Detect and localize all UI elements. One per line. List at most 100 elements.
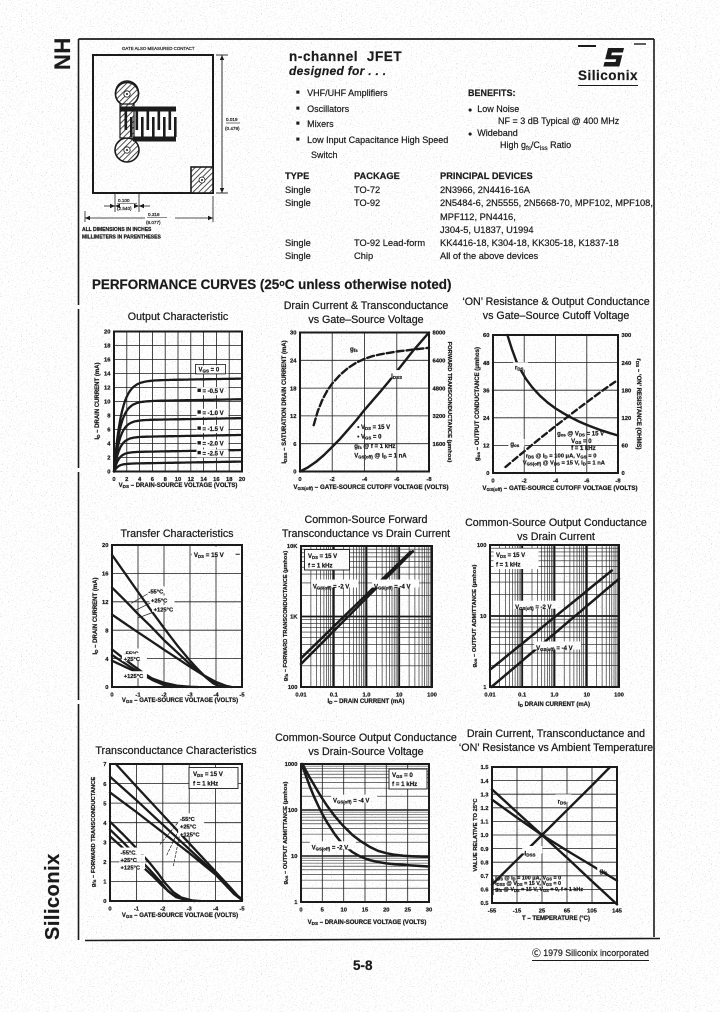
svg-text:10: 10 (480, 614, 486, 620)
svg-text:VGS(off) – GATE-SOURCE CUTOFF: VGS(off) – GATE-SOURCE CUTOFF VOLTAGE (V… (482, 485, 637, 492)
svg-text:VDS = 15 V: VDS = 15 V (308, 554, 337, 560)
svg-text:gfs: gfs (600, 868, 608, 875)
svg-text:0.1: 0.1 (518, 693, 527, 699)
svg-text:60: 60 (622, 444, 628, 450)
svg-text:1.2: 1.2 (480, 806, 488, 812)
svg-text:18: 18 (104, 344, 111, 350)
svg-text:IDSS: IDSS (525, 850, 536, 857)
svg-text:48: 48 (483, 361, 490, 367)
svg-text:20: 20 (383, 908, 389, 914)
svg-text:Drain Current, Transconductanc: Drain Current, Transconductance and (467, 728, 645, 740)
svg-text:0: 0 (298, 477, 301, 483)
svg-text:VGS – GATE-SOURCE VOLTAGE (VOL: VGS – GATE-SOURCE VOLTAGE (VOLTS) (122, 698, 238, 704)
svg-text:VDS – DRAIN-SOURCE VOLTAGE (VO: VDS – DRAIN-SOURCE VOLTAGE (VOLTS) (308, 920, 427, 926)
svg-text:IDSS – SATURATION DRAIN CURREN: IDSS – SATURATION DRAIN CURRENT (mA) (282, 340, 288, 463)
svg-text:0: 0 (107, 470, 110, 476)
svg-text:-3: -3 (187, 907, 193, 913)
svg-text:Common-Source Forward: Common-Source Forward (305, 514, 428, 526)
svg-text:36: 36 (483, 388, 490, 394)
svg-text:8: 8 (107, 414, 111, 420)
svg-text:0: 0 (108, 907, 111, 913)
svg-text:VGS(off) = -4 V: VGS(off) = -4 V (374, 584, 410, 590)
svg-text:10K: 10K (287, 544, 298, 550)
svg-text:-15: -15 (513, 909, 522, 915)
svg-text:-8: -8 (426, 477, 432, 483)
svg-text:f = 1 kHz: f = 1 kHz (571, 446, 596, 452)
svg-text:145: 145 (612, 909, 622, 915)
svg-text:ID – DRAIN CURRENT (mA): ID – DRAIN CURRENT (mA) (93, 577, 99, 654)
svg-text:+25°C: +25°C (124, 657, 141, 663)
svg-text:8000: 8000 (433, 331, 446, 337)
svg-text:VGS(off) @ VDS = 15 V, ID = 1: VGS(off) @ VDS = 15 V, ID = 1 nA (523, 461, 606, 467)
svg-text:0: 0 (110, 693, 113, 699)
svg-text:-2: -2 (330, 477, 335, 483)
svg-text:(8.077): (8.077) (146, 220, 161, 225)
svg-text:24: 24 (483, 416, 490, 422)
svg-text:= -0.5 V: = -0.5 V (202, 389, 223, 395)
svg-text:rDS @ ID = 100 μA, VGS = 0: rDS @ ID = 100 μA, VGS = 0 (526, 453, 597, 459)
svg-text:gfs – FORWARD TRANSCONDUCTANCE: gfs – FORWARD TRANSCONDUCTANCE (91, 777, 97, 888)
svg-text:1.5: 1.5 (480, 765, 489, 771)
svg-text:VGS = 0: VGS = 0 (392, 772, 413, 779)
svg-text:-4: -4 (362, 477, 368, 483)
svg-text:VGS = 0: VGS = 0 (571, 439, 592, 445)
svg-text:1.0: 1.0 (550, 693, 558, 699)
svg-text:rDS – ‘ON’ RESISTANCE (OHMS): rDS – ‘ON’ RESISTANCE (OHMS) (635, 359, 641, 450)
svg-text:1: 1 (103, 880, 107, 886)
svg-text:1.0: 1.0 (362, 693, 370, 699)
svg-text:rDS: rDS (515, 365, 524, 372)
svg-text:-8: -8 (615, 479, 621, 485)
svg-text:0.019: 0.019 (226, 117, 238, 122)
svg-text:-5: -5 (239, 693, 245, 699)
svg-text:0: 0 (293, 470, 296, 476)
svg-text:VGS(off) = -2 V: VGS(off) = -2 V (515, 605, 551, 611)
svg-text:= -2.0 V: = -2.0 V (202, 442, 223, 448)
svg-text:0: 0 (486, 471, 489, 477)
svg-text:30: 30 (426, 908, 432, 914)
svg-text:-2: -2 (522, 479, 527, 485)
svg-text:gos – OUTPUT ADMITTANCE (μmhos: gos – OUTPUT ADMITTANCE (μmhos) (472, 564, 478, 667)
svg-text:0: 0 (299, 908, 302, 914)
svg-text:100: 100 (477, 543, 487, 549)
svg-text:30: 30 (290, 331, 296, 337)
svg-text:100: 100 (427, 693, 437, 699)
svg-text:100: 100 (288, 808, 298, 814)
svg-text:0.318: 0.318 (148, 212, 160, 217)
svg-text:-4: -4 (213, 907, 219, 913)
svg-text:24: 24 (290, 359, 297, 365)
svg-text:14: 14 (104, 372, 111, 378)
svg-text:VGS(off) = -4 V: VGS(off) = -4 V (536, 646, 572, 652)
svg-text:3: 3 (103, 841, 107, 847)
svg-text:gfs: gfs (350, 346, 358, 353)
svg-text:105: 105 (587, 909, 597, 915)
svg-text:16: 16 (102, 572, 109, 578)
svg-text:Transfer Characteristics: Transfer Characteristics (120, 528, 233, 540)
svg-text:+125°C: +125°C (124, 674, 144, 680)
svg-text:8: 8 (105, 628, 109, 634)
svg-text:-2: -2 (160, 907, 165, 913)
svg-text:20: 20 (239, 477, 245, 483)
svg-text:vs Gate–Source Cutoff Voltage: vs Gate–Source Cutoff Voltage (483, 310, 630, 322)
svg-text:4800: 4800 (433, 386, 446, 392)
svg-text:180: 180 (622, 388, 632, 394)
svg-text:‘ON’ Resistance & Output Condu: ‘ON’ Resistance & Output Conductance (462, 296, 649, 308)
svg-text:gos – OUTPUT CONDUCTANCE (μmho: gos – OUTPUT CONDUCTANCE (μmhos) (475, 347, 481, 461)
svg-text:f = 1 kHz: f = 1 kHz (308, 564, 333, 570)
svg-text:VDS – DRAIN-SOURCE VOLTAGE (VO: VDS – DRAIN-SOURCE VOLTAGE (VOLTS) (119, 483, 238, 489)
svg-text:-55°C: -55°C (148, 589, 164, 595)
svg-text:VGS = 0: VGS = 0 (198, 367, 219, 373)
svg-text:300: 300 (622, 333, 632, 339)
svg-text:ID – DRAIN CURRENT (mA): ID – DRAIN CURRENT (mA) (95, 362, 101, 439)
svg-text:20: 20 (104, 330, 110, 336)
svg-text:1K: 1K (290, 615, 298, 621)
svg-text:Transconductance Characteristi: Transconductance Characteristics (95, 745, 256, 757)
svg-text:= -2.5 V: = -2.5 V (202, 451, 223, 457)
svg-text:-5: -5 (239, 907, 245, 913)
svg-text:0: 0 (105, 685, 108, 691)
svg-text:-4: -4 (553, 479, 559, 485)
svg-text:12: 12 (483, 444, 489, 450)
svg-text:1: 1 (483, 685, 487, 691)
svg-text:gos @ VDS = 15 V: gos @ VDS = 15 V (557, 432, 604, 438)
svg-text:= -1.0 V: = -1.0 V (202, 411, 223, 417)
svg-text:1: 1 (294, 900, 298, 906)
